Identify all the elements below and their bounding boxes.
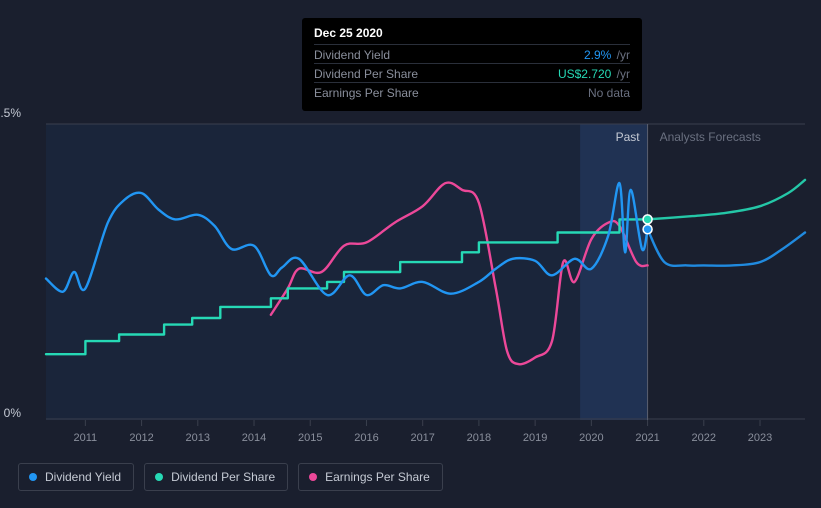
- x-axis-tick-label: 2022: [692, 432, 716, 444]
- tooltip-row-value: No data: [588, 86, 630, 100]
- x-axis-tick-label: 2015: [298, 432, 322, 444]
- tooltip-row: Dividend Yield 2.9% /yr: [314, 44, 630, 63]
- y-axis-label-max: 4.5%: [0, 106, 21, 120]
- x-axis-tick-label: 2021: [635, 432, 659, 444]
- x-axis-tick-label: 2017: [410, 432, 434, 444]
- chart-container: 4.5% 0% Past Analysts Forecasts 2011 2012…: [0, 0, 821, 508]
- tooltip-title: Dec 25 2020: [314, 26, 630, 40]
- legend-dot-icon: [309, 473, 317, 481]
- legend-item-label: Dividend Per Share: [171, 470, 275, 484]
- x-axis-tick-label: 2018: [467, 432, 491, 444]
- legend-dot-icon: [29, 473, 37, 481]
- x-axis-tick-label: 2013: [186, 432, 210, 444]
- x-axis-tick-label: 2016: [354, 432, 378, 444]
- tooltip-row: Earnings Per Share No data: [314, 82, 630, 101]
- tooltip: Dec 25 2020 Dividend Yield2.9% /yrDivide…: [302, 18, 642, 111]
- x-axis-tick-label: 2019: [523, 432, 547, 444]
- tooltip-row-value: 2.9% /yr: [584, 48, 630, 62]
- legend-item-label: Earnings Per Share: [325, 470, 430, 484]
- x-axis-tick-label: 2012: [129, 432, 153, 444]
- tooltip-row-label: Earnings Per Share: [314, 86, 419, 100]
- past-region-label: Past: [616, 130, 640, 144]
- tooltip-row: Dividend Per Share US$2.720 /yr: [314, 63, 630, 82]
- tooltip-row-label: Dividend Per Share: [314, 67, 418, 81]
- tooltip-row-value: US$2.720 /yr: [558, 67, 630, 81]
- legend-item-dividend-yield[interactable]: Dividend Yield: [18, 463, 134, 491]
- x-axis-tick-label: 2020: [579, 432, 603, 444]
- legend-item-dividend-per-share[interactable]: Dividend Per Share: [144, 463, 288, 491]
- forecast-region-label: Analysts Forecasts: [660, 130, 761, 144]
- x-axis-tick-label: 2011: [74, 432, 98, 444]
- tooltip-row-label: Dividend Yield: [314, 48, 390, 62]
- legend-dot-icon: [155, 473, 163, 481]
- x-axis-tick-label: 2023: [748, 432, 772, 444]
- plot-area[interactable]: [46, 124, 805, 420]
- legend-item-label: Dividend Yield: [45, 470, 121, 484]
- y-axis-label-min: 0%: [4, 406, 21, 420]
- x-axis-tick-label: 2014: [242, 432, 266, 444]
- legend: Dividend Yield Dividend Per Share Earnings…: [18, 463, 443, 491]
- legend-item-earnings-per-share[interactable]: Earnings Per Share: [298, 463, 443, 491]
